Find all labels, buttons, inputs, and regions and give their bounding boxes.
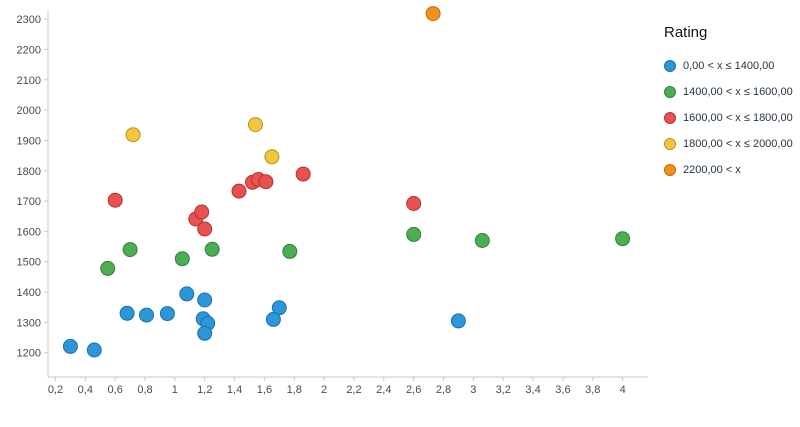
data-point[interactable] [425, 6, 441, 22]
legend-item-label: 1800,00 < x ≤ 2000,00 [683, 138, 793, 150]
x-axis-tick-label: 2 [321, 384, 327, 396]
data-point[interactable] [197, 221, 213, 237]
legend-item-label: 2200,00 < x [683, 164, 741, 176]
data-point[interactable] [474, 233, 490, 248]
x-axis-tick-label: 1,6 [257, 384, 272, 396]
x-axis-tick-label: 3,6 [555, 384, 570, 396]
y-axis-tick-label: 1900 [17, 135, 41, 147]
data-point[interactable] [62, 338, 78, 354]
x-axis-tick-label: 2,2 [346, 384, 361, 396]
y-axis-tick-label: 2000 [17, 105, 41, 117]
y-axis-tick-label: 1800 [17, 166, 41, 178]
y-axis-tick-label: 1700 [17, 196, 41, 208]
legend-item-label: 1400,00 < x ≤ 1600,00 [683, 86, 793, 98]
legend-marker-icon [664, 60, 676, 72]
x-axis-tick-label: 2,4 [376, 384, 391, 396]
legend-title: Rating [664, 24, 708, 41]
x-axis-tick-label: 4 [620, 384, 626, 396]
x-axis-tick-label: 3,2 [496, 384, 511, 396]
data-point[interactable] [197, 292, 213, 308]
data-point[interactable] [231, 183, 247, 199]
y-axis-tick-label: 2100 [17, 75, 41, 87]
x-axis-tick-label: 2,6 [406, 384, 421, 396]
y-axis-tick-label: 1300 [17, 317, 41, 329]
legend-marker-icon [664, 164, 676, 176]
x-axis-tick-label: 0,2 [48, 384, 63, 396]
chart-legend: Rating 0,00 < x ≤ 1400,00 1400,00 < x ≤ 1… [664, 24, 793, 188]
y-axis-tick-label: 2300 [17, 14, 41, 26]
y-axis-tick-label: 2200 [17, 44, 41, 56]
x-axis-tick-label: 3,8 [585, 384, 600, 396]
legend-marker-icon [664, 112, 676, 124]
x-axis-tick-label: 0,6 [108, 384, 123, 396]
legend-item[interactable]: 1800,00 < x ≤ 2000,00 [664, 136, 793, 152]
x-axis-tick-label: 1 [172, 384, 178, 396]
data-point[interactable] [119, 305, 135, 321]
data-point[interactable] [125, 127, 141, 143]
legend-item[interactable]: 1400,00 < x ≤ 1600,00 [664, 84, 793, 100]
data-point[interactable] [86, 342, 102, 358]
x-axis-tick-label: 0,8 [137, 384, 152, 396]
data-point[interactable] [197, 325, 213, 341]
x-axis-tick-label: 1,4 [227, 384, 242, 396]
data-point[interactable] [139, 307, 154, 323]
data-point[interactable] [248, 117, 263, 133]
x-axis-tick-label: 0,4 [78, 384, 93, 396]
data-point[interactable] [450, 313, 466, 329]
data-point[interactable] [615, 231, 631, 247]
legend-item[interactable]: 1600,00 < x ≤ 1800,00 [664, 110, 793, 126]
legend-item-label: 0,00 < x ≤ 1400,00 [683, 60, 775, 72]
data-point[interactable] [194, 204, 210, 220]
x-axis-tick-label: 1,2 [197, 384, 212, 396]
data-point[interactable] [282, 243, 298, 259]
data-point[interactable] [406, 196, 422, 211]
data-point[interactable] [406, 226, 422, 242]
legend-item[interactable]: 0,00 < x ≤ 1400,00 [664, 58, 793, 74]
x-axis-tick-label: 3,4 [525, 384, 540, 396]
data-point[interactable] [295, 166, 311, 182]
legend-marker-icon [664, 86, 676, 98]
data-point[interactable] [258, 174, 274, 190]
x-axis-tick-label: 2,8 [436, 384, 451, 396]
data-point[interactable] [264, 149, 280, 165]
y-axis-tick-label: 1200 [17, 348, 41, 360]
legend-item-label: 1600,00 < x ≤ 1800,00 [683, 112, 793, 124]
data-point[interactable] [107, 192, 123, 208]
data-point[interactable] [204, 241, 220, 257]
data-point[interactable] [122, 242, 138, 258]
data-point[interactable] [159, 306, 175, 322]
y-axis-tick-label: 1500 [17, 257, 41, 269]
data-point[interactable] [179, 286, 195, 302]
x-axis-tick-label: 3 [470, 384, 476, 396]
legend-item[interactable]: 2200,00 < x [664, 162, 793, 178]
y-axis-tick-label: 1400 [17, 287, 41, 299]
legend-marker-icon [664, 138, 676, 150]
legend-items: 0,00 < x ≤ 1400,00 1400,00 < x ≤ 1600,00 1… [664, 58, 793, 178]
data-point[interactable] [174, 251, 190, 267]
y-axis-tick-label: 1600 [17, 226, 41, 238]
data-point[interactable] [265, 311, 281, 327]
x-axis-tick-label: 1,8 [287, 384, 302, 396]
data-point[interactable] [100, 260, 116, 276]
